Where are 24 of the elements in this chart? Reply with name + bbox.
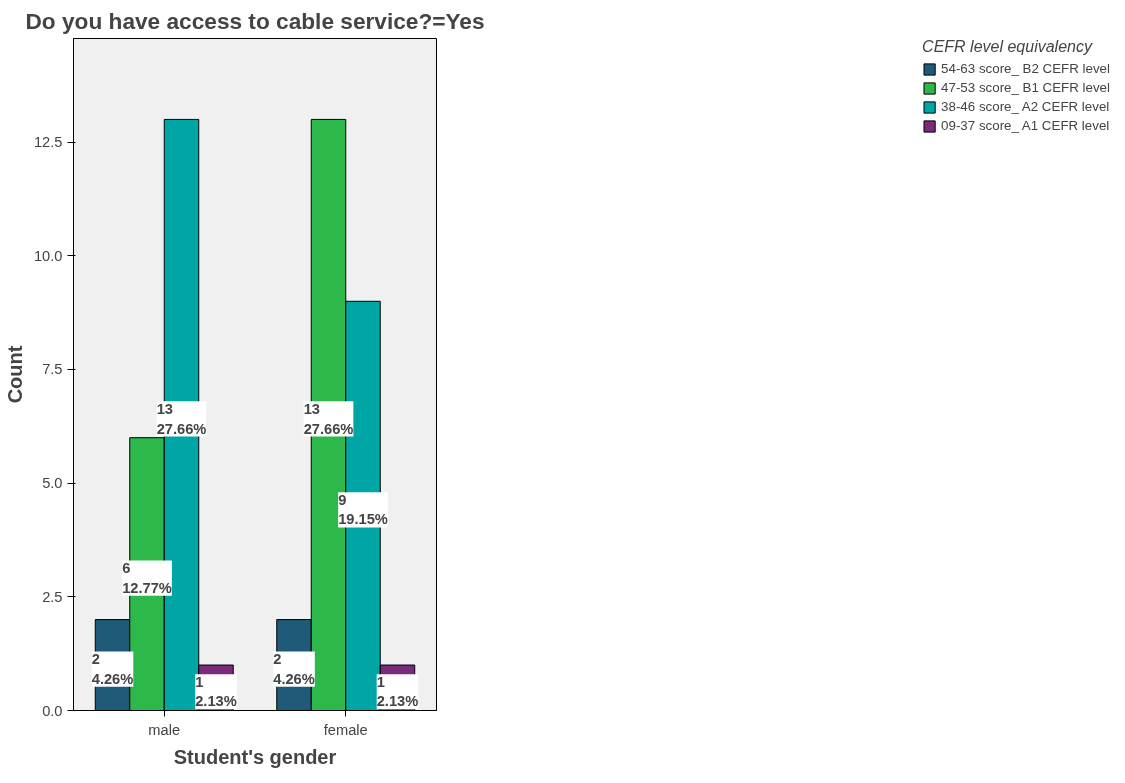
legend-label: 54-63 score_ B2 CEFR level [941,61,1110,76]
legend-label: 09-37 score_ A1 CEFR level [941,118,1110,133]
y-tick-label: 5.0 [42,475,63,492]
y-axis-title: Count [3,345,26,404]
y-tick-label: 2.5 [42,588,63,605]
x-axis-title: Student's gender [173,745,337,768]
data-label: 13 27.66% [303,401,354,437]
y-tick-label: 7.5 [42,361,63,378]
y-tick-label: 0.0 [42,702,63,719]
data-label: 6 12.77% [122,560,172,596]
legend-label: 38-46 score_ A2 CEFR level [941,99,1110,114]
data-label: 1 2.13% [195,674,237,710]
x-tick-label: female [323,721,368,738]
data-label: 9 19.15% [338,492,388,528]
data-label: 2 4.26% [273,651,315,687]
y-tick-label: 12.5 [33,134,63,151]
chart-title: Do you have access to cable service?=Yes [25,7,485,34]
legend-label: 47-53 score_ B1 CEFR level [941,80,1110,95]
data-label: 13 27.66% [156,401,207,437]
legend-title: CEFR level equivalency [922,38,1094,56]
y-tick-label: 10.0 [33,247,63,264]
x-tick-label: male [148,721,181,738]
data-label: 1 2.13% [376,674,419,710]
data-label: 2 4.26% [91,651,134,687]
